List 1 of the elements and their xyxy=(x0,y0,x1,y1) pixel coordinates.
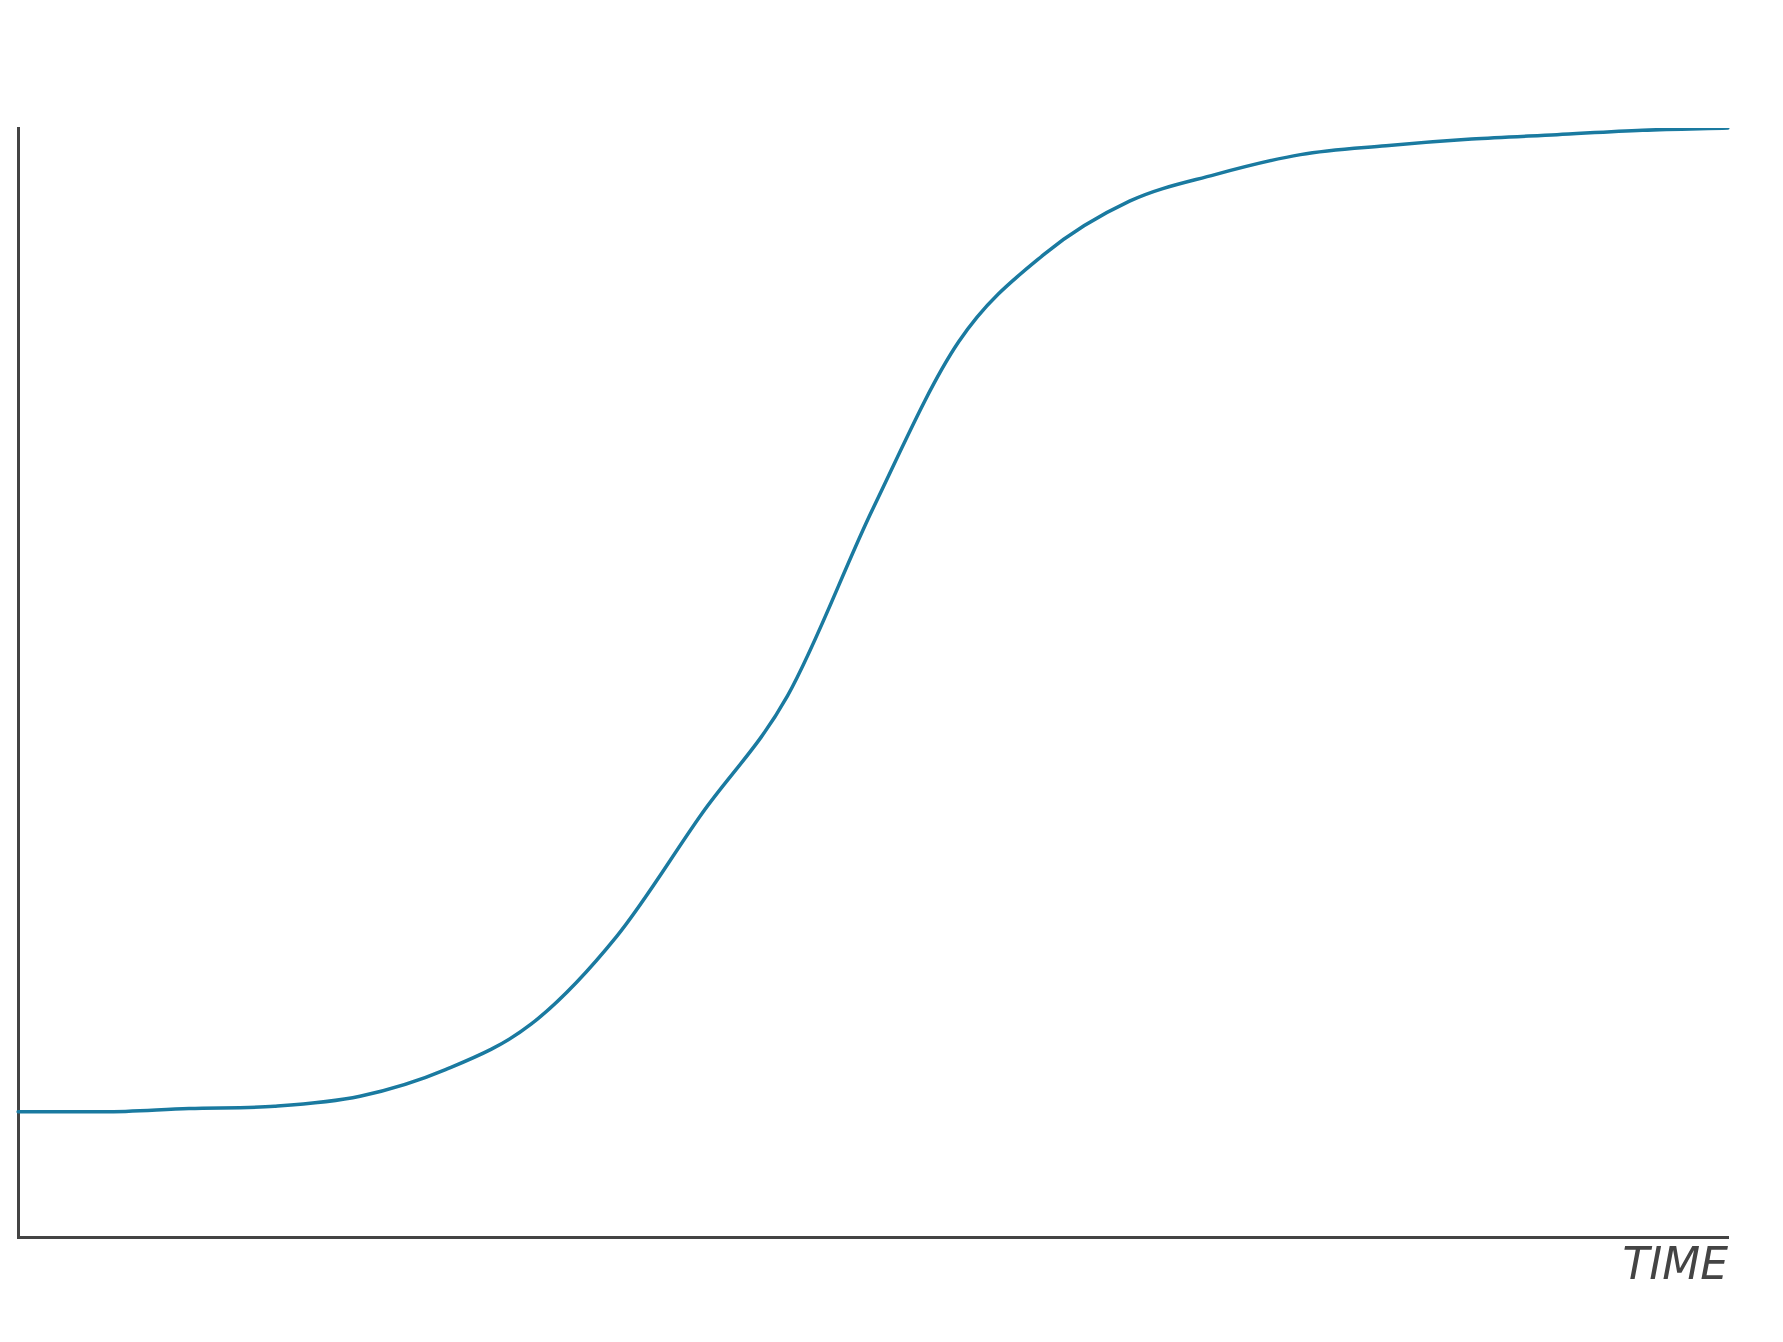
x-axis-title: TIME xyxy=(1622,1238,1729,1290)
